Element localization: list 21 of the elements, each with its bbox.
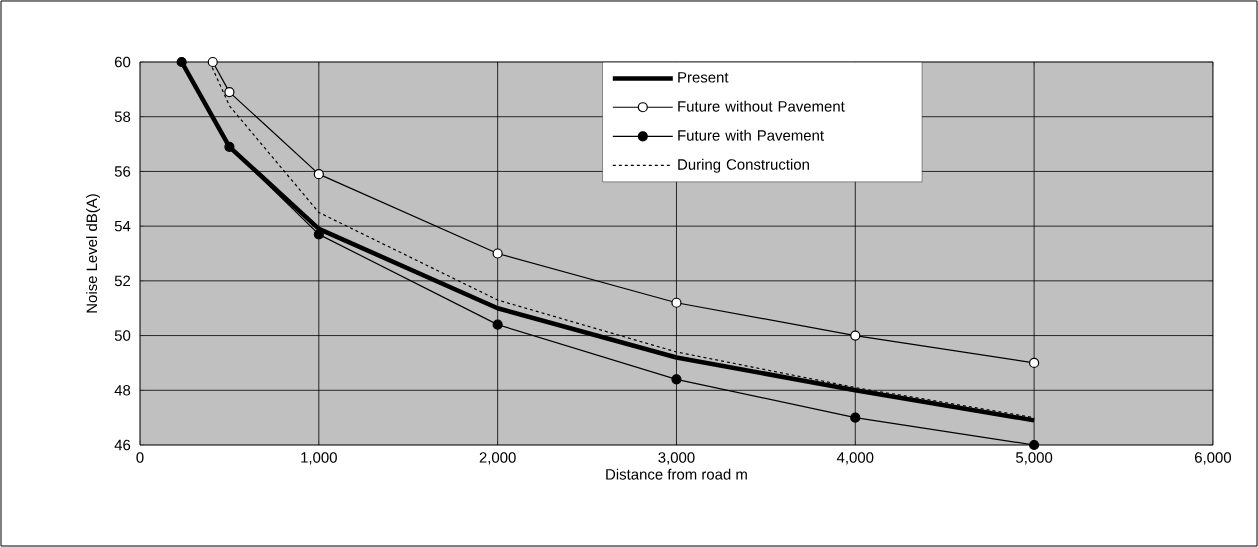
x-axis-title: Distance from road m — [606, 468, 747, 480]
legend-label: Present — [678, 72, 729, 83]
y-tick-label: 50 — [114, 330, 131, 341]
x-tick-label: 0 — [136, 452, 144, 463]
y-tick-label: 46 — [114, 439, 131, 451]
y-tick-label: 52 — [114, 275, 131, 287]
y-tick-label: 60 — [114, 56, 131, 68]
y-axis-title: Noise Level dB(A) — [86, 194, 101, 313]
x-tick-label: 5,000 — [1016, 452, 1053, 465]
y-tick-label: 56 — [114, 166, 131, 177]
legend-label: Future without Pavement — [678, 100, 845, 112]
x-tick-label: 1,000 — [301, 452, 337, 465]
x-tick-label: 4,000 — [836, 452, 874, 465]
x-tick-label: 3,000 — [658, 452, 695, 465]
legend-label: Future with Pavement — [678, 129, 824, 141]
x-tick-label: 6,000 — [1194, 452, 1232, 465]
x-tick-label: 2,000 — [479, 452, 516, 465]
y-tick-label: 48 — [114, 384, 131, 396]
legend-label: During Construction — [678, 158, 809, 173]
y-tick-label: 54 — [114, 220, 131, 232]
y-tick-label: 58 — [114, 111, 131, 122]
